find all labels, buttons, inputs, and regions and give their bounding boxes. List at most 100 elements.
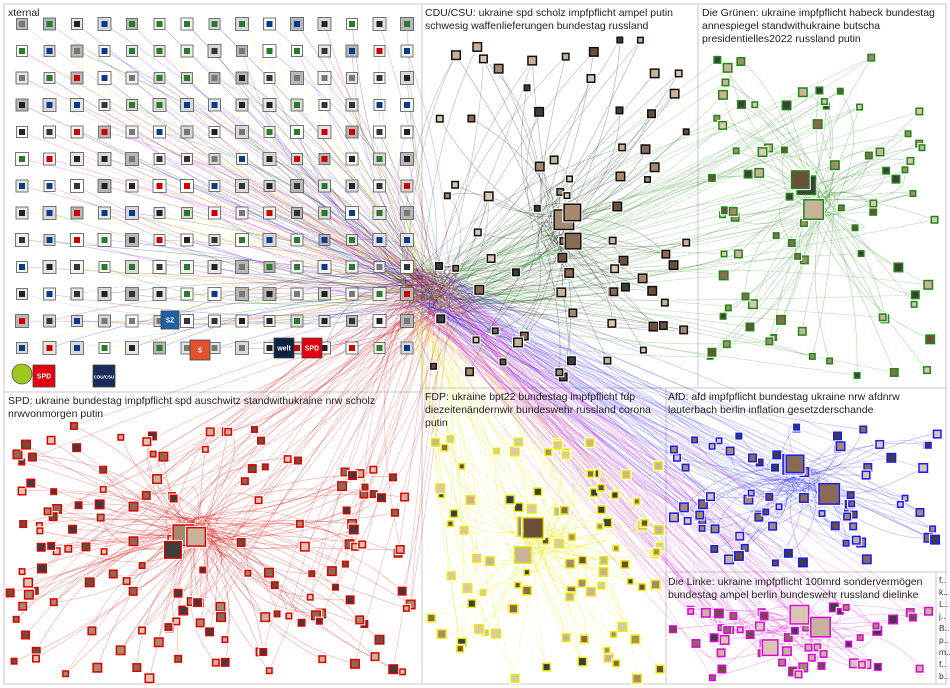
- edge: [430, 60, 533, 312]
- node: [239, 476, 250, 487]
- node: [872, 661, 883, 672]
- node: [852, 370, 862, 380]
- node: [11, 614, 21, 624]
- node: [842, 511, 853, 522]
- node: [433, 260, 444, 271]
- node: [461, 582, 474, 595]
- edge: [694, 439, 797, 481]
- edge: [406, 50, 451, 306]
- node: [909, 299, 919, 309]
- edge: [412, 302, 731, 452]
- node: [256, 435, 267, 446]
- node: [180, 125, 194, 139]
- logo-node: SPD: [301, 337, 323, 359]
- node: [429, 436, 441, 448]
- node: [180, 260, 194, 274]
- edge: [432, 282, 464, 643]
- logo-node: welt: [273, 337, 295, 359]
- edge: [546, 553, 656, 585]
- node: [235, 71, 249, 85]
- node: [70, 71, 84, 85]
- node: [325, 565, 338, 578]
- edge: [212, 528, 317, 616]
- edge: [120, 315, 416, 651]
- node: [168, 493, 179, 504]
- node: [249, 424, 259, 434]
- edge: [210, 537, 266, 618]
- edge: [189, 429, 255, 528]
- edge: [21, 23, 447, 286]
- node: [263, 180, 276, 192]
- node: [400, 71, 414, 85]
- logo-node: SZ: [160, 310, 180, 330]
- node: [435, 628, 448, 641]
- edge: [324, 281, 415, 349]
- edge: [76, 296, 428, 349]
- node: [587, 45, 600, 58]
- node: [307, 569, 317, 579]
- edge: [498, 68, 551, 228]
- node: [9, 656, 19, 666]
- node: [770, 558, 780, 568]
- node: [400, 44, 414, 58]
- node: [318, 99, 331, 111]
- edge: [459, 257, 563, 304]
- edge: [205, 541, 365, 625]
- edge: [435, 299, 700, 516]
- edge: [816, 201, 858, 376]
- node: [648, 67, 661, 80]
- node: [881, 165, 892, 176]
- edge: [269, 303, 426, 322]
- node: [606, 317, 618, 329]
- node: [17, 600, 29, 612]
- edge: [405, 291, 879, 668]
- node: [686, 606, 696, 616]
- group-frames: [3, 3, 947, 685]
- node: [510, 267, 521, 278]
- node: [677, 501, 690, 514]
- node: [746, 452, 758, 464]
- node: [17, 567, 27, 577]
- node: [246, 463, 258, 475]
- node: [290, 179, 304, 193]
- edge: [50, 440, 214, 531]
- edge: [452, 285, 562, 312]
- node: [668, 624, 679, 635]
- node: [682, 515, 693, 526]
- edge: [525, 539, 546, 573]
- node: [744, 629, 756, 641]
- node: [909, 289, 921, 301]
- node: [43, 17, 56, 31]
- node: [235, 260, 249, 274]
- node: [803, 642, 814, 653]
- node: [553, 537, 566, 550]
- node: [400, 260, 414, 274]
- node: [829, 520, 841, 532]
- node: [98, 125, 111, 139]
- node: [651, 546, 662, 557]
- edge: [420, 301, 711, 497]
- edge: [104, 185, 444, 298]
- node: [533, 160, 546, 173]
- edge: [351, 301, 446, 324]
- node: [614, 170, 627, 183]
- node: [532, 203, 542, 213]
- group-title-cdu: CDU/CSU: ukraine spd scholz impfpflicht …: [425, 7, 673, 19]
- edge: [89, 278, 440, 583]
- node: [401, 603, 411, 613]
- edge: [789, 480, 811, 563]
- logo-node: SPD: [32, 364, 56, 388]
- edge: [397, 282, 432, 554]
- node: [400, 98, 414, 112]
- node: [46, 540, 57, 551]
- edge: [400, 273, 788, 652]
- edge: [550, 548, 657, 559]
- node: [863, 150, 874, 161]
- edge: [443, 275, 924, 469]
- edge: [478, 538, 530, 630]
- node: [735, 98, 747, 110]
- edge: [324, 77, 441, 296]
- edge: [827, 143, 920, 186]
- edge: [104, 212, 440, 305]
- node: [373, 72, 386, 84]
